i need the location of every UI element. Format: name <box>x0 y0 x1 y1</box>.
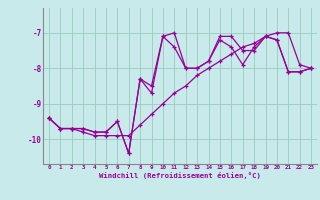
X-axis label: Windchill (Refroidissement éolien,°C): Windchill (Refroidissement éolien,°C) <box>99 172 261 179</box>
